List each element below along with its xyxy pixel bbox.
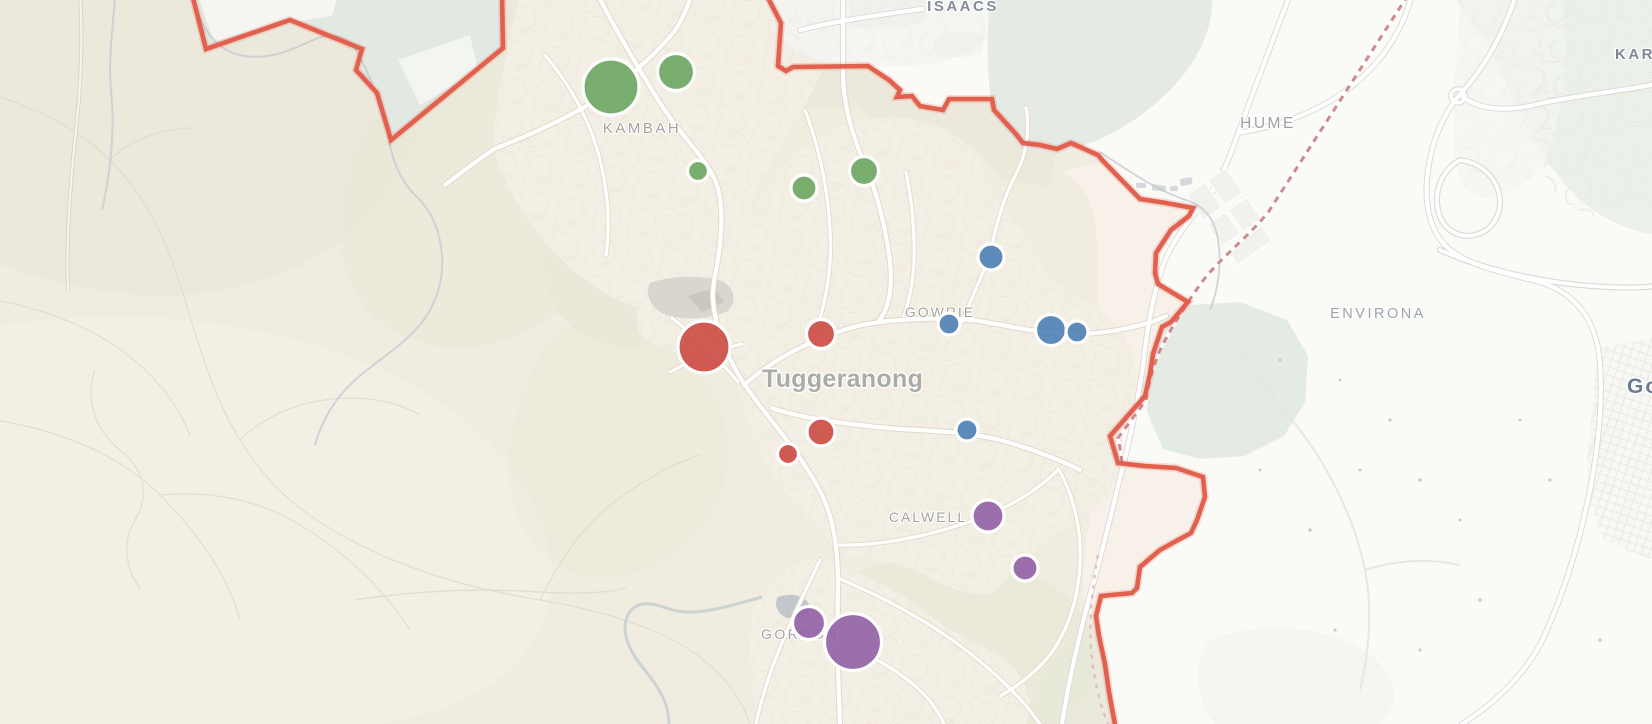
svg-text:ENVIRONA: ENVIRONA — [1330, 306, 1426, 322]
svg-text:Googong: Googong — [1627, 375, 1652, 398]
svg-text:KAMBAH: KAMBAH — [603, 120, 681, 137]
svg-text:CALWELL: CALWELL — [889, 509, 967, 525]
svg-text:HUME: HUME — [1240, 115, 1296, 132]
svg-text:Tuggeranong: Tuggeranong — [762, 365, 923, 393]
svg-text:ISAACS: ISAACS — [927, 0, 999, 15]
svg-text:KARABAR: KARABAR — [1615, 46, 1652, 63]
